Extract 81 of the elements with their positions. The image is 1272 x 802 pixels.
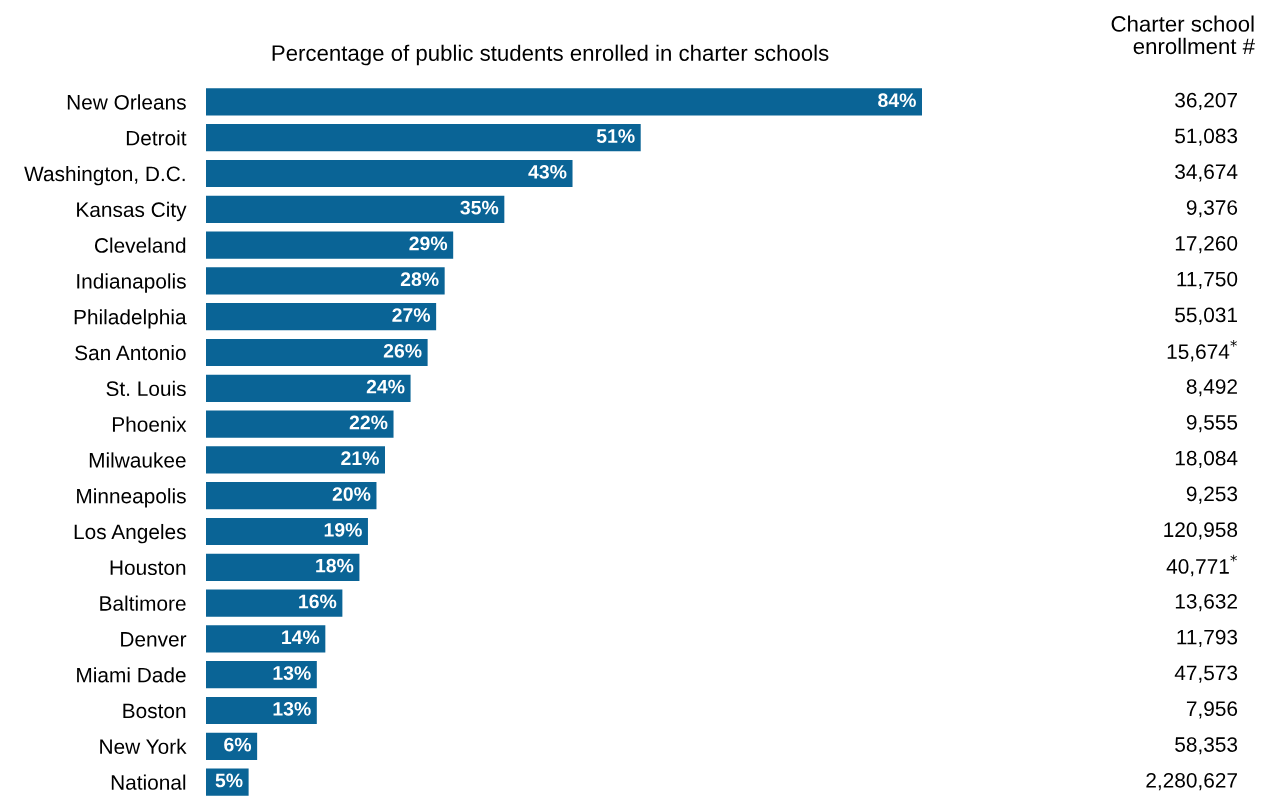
text: 9,555 (1186, 414, 1238, 433)
text: 18,084 (1175, 450, 1238, 468)
data-label: 24% (366, 379, 405, 394)
data-label: 22% (349, 415, 388, 430)
y-tick-label: Houston (110, 560, 186, 576)
text: 2,280,627 (1146, 772, 1237, 791)
text: 9,253 (1186, 486, 1238, 504)
text: 13,632 (1175, 593, 1237, 612)
y-tick-label: Milwaukee (89, 452, 186, 468)
y-tick-label: Kansas City (77, 201, 187, 222)
y-tick-label: Los Angeles (74, 523, 186, 544)
data-label: 20% (332, 487, 371, 501)
data-label: 29% (409, 236, 448, 251)
text: 8,492 (1186, 379, 1237, 397)
text: Charter school enrollment # (1111, 15, 1255, 55)
text: 55,031 (1175, 307, 1237, 325)
y-tick-label: San Antonio (75, 344, 186, 361)
data-label: 6% (224, 737, 252, 752)
bar (206, 124, 641, 152)
bar (206, 410, 394, 438)
y-tick-label: Philadelphia (74, 309, 187, 329)
bar (206, 267, 445, 295)
text: 17,260 (1175, 235, 1238, 254)
y-tick-label: Minneapolis (77, 488, 186, 508)
y-tick-label: New Orleans (67, 94, 186, 110)
bar (206, 768, 249, 796)
data-label: 84% (878, 93, 916, 108)
bar (206, 625, 326, 653)
bar (206, 231, 454, 259)
y-tick-label: Indianapolis (77, 273, 186, 293)
chart-title: Percentage of public students enrolled in charter schools (272, 44, 829, 66)
bar (206, 88, 922, 116)
bar (206, 553, 360, 581)
y-tick-label: Miami Dade (77, 667, 186, 683)
data-label: 14% (282, 630, 320, 645)
data-label: 16% (299, 594, 337, 609)
y-tick-label: Washington, D.C. (24, 165, 185, 186)
data-label: 27% (392, 308, 431, 322)
data-label: 51% (596, 129, 635, 143)
text: 15,674$^{*}$ (1167, 340, 1237, 362)
y-tick-label: Cleveland (94, 237, 186, 253)
y-tick-label: Detroit (126, 130, 187, 146)
data-label: 13% (273, 701, 311, 716)
y-tick-label: New York (100, 738, 187, 755)
y-tick-label: Baltimore (100, 595, 186, 611)
data-label: 26% (383, 343, 422, 358)
bar (206, 517, 368, 546)
text: 7,956 (1186, 701, 1238, 719)
text: 120,958 (1164, 522, 1238, 540)
data-label: 5% (215, 773, 243, 788)
bar (206, 589, 343, 617)
text: 47,573 (1174, 665, 1238, 683)
bar (206, 696, 317, 725)
text: 34,674 (1175, 164, 1238, 182)
y-tick-label: Phoenix (112, 416, 187, 432)
text: 36,207 (1175, 92, 1237, 110)
bar (206, 195, 505, 223)
data-label: 28% (400, 272, 439, 287)
y-tick-label: National (111, 774, 186, 790)
y-tick-label: Boston (123, 703, 186, 719)
data-label: 18% (316, 558, 354, 573)
text: 40,771$^{*}$ (1166, 554, 1237, 577)
y-tick-label: Denver (121, 632, 187, 647)
bar (206, 159, 573, 188)
data-label: 35% (460, 200, 499, 215)
text: 9,376 (1186, 200, 1238, 218)
bar (206, 303, 437, 331)
bar (206, 374, 411, 402)
data-label: 13% (273, 666, 311, 680)
text: 11,750 (1177, 271, 1238, 289)
data-label: 19% (324, 522, 362, 537)
text: 51,083 (1175, 128, 1238, 146)
text: 58,353 (1175, 737, 1238, 755)
bar (206, 482, 377, 510)
bar (206, 446, 385, 474)
bar (206, 661, 317, 689)
y-tick-label: St. Louis (106, 380, 186, 397)
text: 11,793 (1177, 629, 1238, 647)
data-label: 21% (341, 451, 379, 466)
data-label: 43% (528, 164, 567, 179)
bar (206, 338, 428, 367)
